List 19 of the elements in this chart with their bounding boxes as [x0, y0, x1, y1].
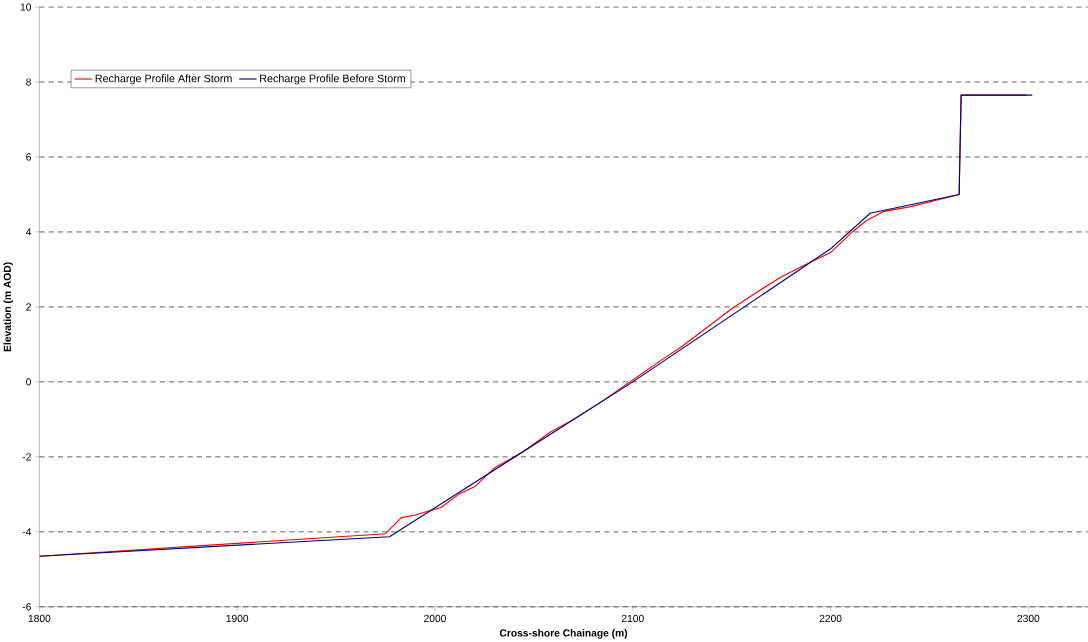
- y-axis-title: Elevation (m AOD): [3, 262, 13, 352]
- legend-label: Recharge Profile Before Storm: [260, 74, 406, 85]
- y-tick-label: -2: [22, 453, 31, 461]
- x-tick-label: 2300: [1017, 614, 1040, 623]
- x-tick-label: 1900: [226, 614, 249, 623]
- y-tick-label: 10: [20, 3, 32, 11]
- x-tick-label: 2000: [424, 614, 446, 623]
- x-tick-label: 2100: [621, 614, 644, 623]
- y-tick-label: 2: [26, 303, 31, 311]
- y-tick-label: 6: [26, 153, 31, 161]
- y-tick-label: 8: [26, 78, 31, 86]
- y-tick-label: -4: [22, 528, 32, 536]
- x-tick-label: 2200: [819, 614, 842, 623]
- y-tick-label: 4: [25, 228, 32, 236]
- y-tick-label: 0: [26, 378, 32, 386]
- x-tick-label: 1800: [28, 614, 51, 623]
- legend-label: Recharge Profile After Storm: [95, 74, 232, 85]
- y-tick-label: -6: [22, 603, 31, 611]
- x-axis-title: Cross-shore Chainage (m): [499, 629, 628, 639]
